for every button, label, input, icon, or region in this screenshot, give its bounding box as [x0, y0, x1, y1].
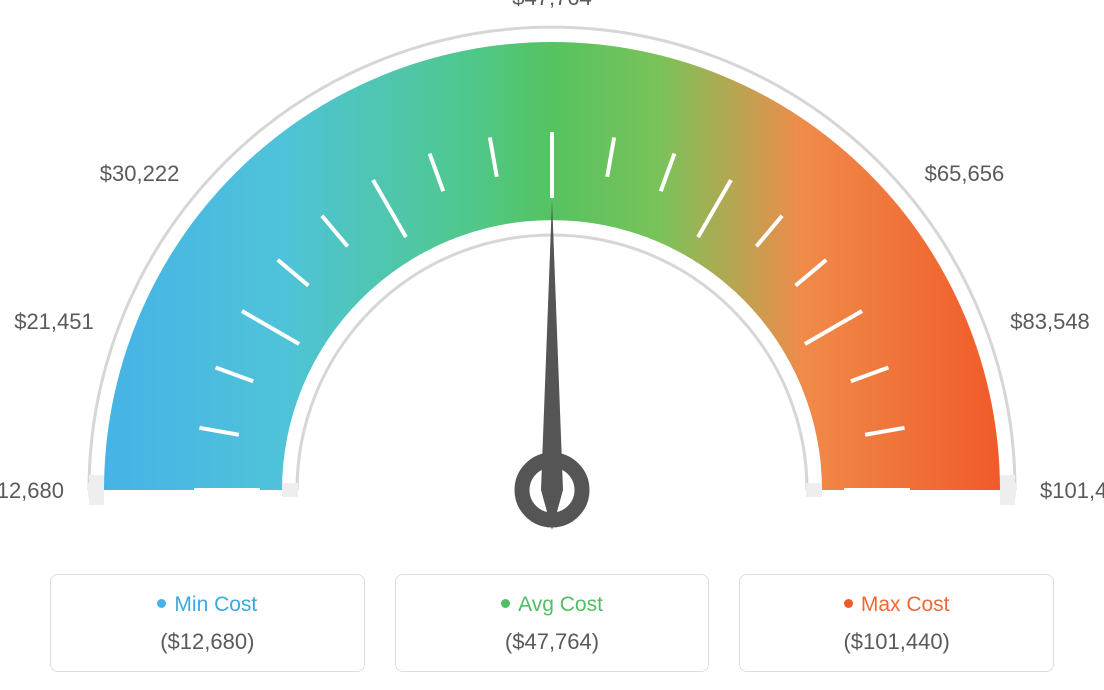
gauge-needle: [541, 200, 563, 530]
legend-card-avg-cost: Avg Cost ($47,764): [395, 574, 710, 672]
legend-card-min-cost: Min Cost ($12,680): [50, 574, 365, 672]
legend-title-text: Min Cost: [174, 593, 257, 616]
legend-title: Min Cost: [61, 593, 354, 617]
legend-card-max-cost: Max Cost ($101,440): [739, 574, 1054, 672]
gauge-tick-label: $12,680: [0, 478, 64, 504]
legend-value: ($101,440): [750, 629, 1043, 655]
legend-dot-icon: [501, 599, 510, 608]
legend-value: ($12,680): [61, 629, 354, 655]
legend-title: Avg Cost: [406, 593, 699, 617]
legend-title-text: Max Cost: [861, 593, 950, 616]
gauge-area: $12,680 $21,451 $30,222 $47,764 $65,656 $83,5…: [0, 0, 1104, 540]
gauge-tick-label: $47,764: [507, 0, 597, 11]
gauge-tick-label: $101,440: [1040, 478, 1104, 504]
legend-dot-icon: [157, 599, 166, 608]
gauge-tick-label: $65,656: [925, 161, 1005, 187]
gauge-svg: [0, 0, 1104, 540]
legend-title-text: Avg Cost: [518, 593, 603, 616]
cost-gauge-container: $12,680 $21,451 $30,222 $47,764 $65,656 $83,5…: [0, 0, 1104, 690]
legend-title: Max Cost: [750, 593, 1043, 617]
gauge-tick-label: $30,222: [79, 161, 179, 187]
gauge-tick-label: $83,548: [1010, 309, 1090, 335]
legend-value: ($47,764): [406, 629, 699, 655]
legend-row: Min Cost ($12,680) Avg Cost ($47,764) Max Co…: [50, 574, 1054, 672]
legend-dot-icon: [844, 599, 853, 608]
gauge-tick-label: $21,451: [0, 309, 94, 335]
